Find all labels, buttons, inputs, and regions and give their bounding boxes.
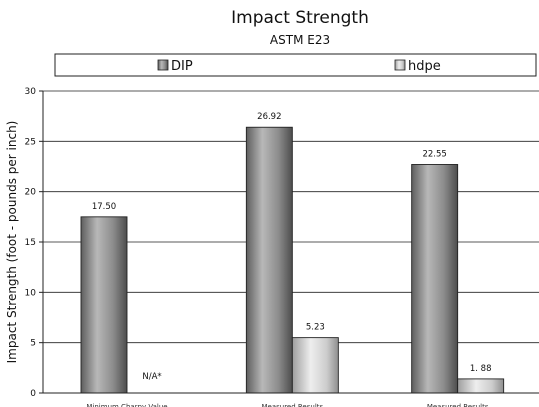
legend-label-dip: DIP [171,59,193,74]
chart-subtitle: ASTM E23 [270,33,330,47]
bar-hdpe [291,337,339,394]
y-tick-label: 20 [25,188,37,198]
data-label-dip: 22.55 [422,149,446,159]
y-axis-label: Impact Strength (foot - pounds per inch) [5,121,19,364]
bar-dip [245,126,293,394]
y-tick-label: 10 [25,288,37,298]
x-category-label: Minimum Charpy Value [86,403,167,407]
y-axis-ticks: 0 5 10 15 20 25 30 [25,87,43,399]
y-tick-label: 5 [30,339,36,349]
legend-swatch-hdpe [394,59,406,71]
y-tick-label: 0 [30,389,36,399]
x-category-label: Measured Results [427,403,489,407]
legend-label-hdpe: hdpe [408,59,441,74]
legend-box [54,53,537,77]
chart-title: Impact Strength [231,8,369,28]
data-label-hdpe: 1. 88 [470,364,492,374]
y-tick-label: 15 [25,238,36,248]
y-tick-label: 30 [25,87,37,97]
data-labels: 17.50 N/A* 26.92 5.23 22.55 1. 88 [92,112,492,382]
y-tick-label: 25 [25,137,36,147]
data-label-dip: 17.50 [92,202,116,212]
data-label-hdpe: N/A* [142,372,161,382]
bars [80,126,505,394]
x-category-label: Measured Results [261,403,323,407]
data-label-hdpe: 5.23 [306,323,325,333]
bar-dip [80,216,128,394]
legend-swatch-dip [157,59,169,71]
legend: DIP hdpe [54,53,537,77]
category-labels: Minimum Charpy Value Measured Results Meas… [86,403,488,407]
data-label-dip: 26.92 [257,112,281,122]
bar-hdpe [457,378,505,394]
bar-dip [411,164,459,394]
